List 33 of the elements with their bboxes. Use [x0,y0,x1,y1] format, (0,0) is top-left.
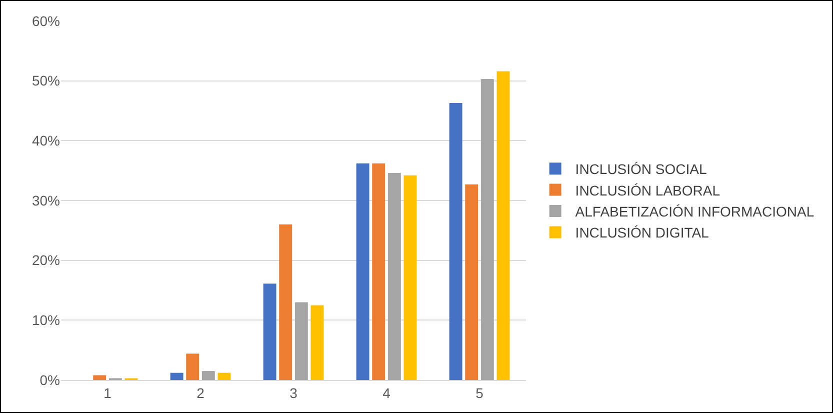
bar [279,224,292,380]
bar [202,371,215,380]
x-tick-label: 4 [382,384,391,401]
bar [170,372,184,380]
y-tick-label: 0% [40,372,60,388]
y-tick-label: 40% [32,132,60,149]
bar [93,375,106,380]
bar [294,302,308,380]
x-tick-label: 2 [196,384,205,401]
bar [449,102,462,380]
bar [310,305,324,380]
bar [496,71,510,380]
bar [372,163,386,380]
legend-label: INCLUSIÓN DIGITAL [575,224,710,241]
bar [186,354,200,380]
bar [465,184,478,380]
y-tick-label: 30% [32,192,60,208]
bar [356,163,370,380]
x-tick-label: 1 [104,384,112,401]
bar [480,79,494,380]
y-tick-label: 20% [32,252,60,268]
y-tick-label: 50% [32,72,60,89]
legend-label: INCLUSIÓN SOCIAL [575,161,707,178]
bar [218,372,231,380]
y-tick-label: 60% [32,12,60,29]
y-tick-label: 10% [32,312,60,328]
x-tick-label: 5 [476,384,484,401]
legend-label: INCLUSIÓN LABORAL [575,182,720,198]
bar [263,284,276,380]
legend-label: ALFABETIZACIÓN INFORMACIONAL [575,203,814,220]
bar [404,175,417,380]
x-tick-label: 3 [290,384,298,401]
bar [388,172,401,380]
